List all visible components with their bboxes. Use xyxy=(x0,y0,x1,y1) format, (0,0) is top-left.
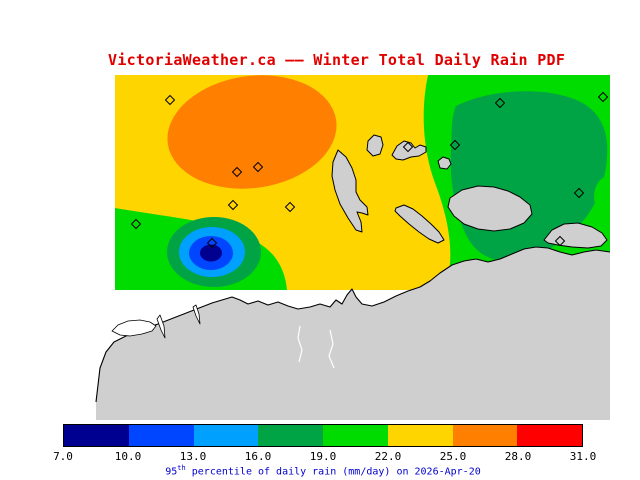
station-marker-diamond xyxy=(130,218,142,230)
station-marker-diamond xyxy=(284,201,296,213)
olympic-peninsula-landmass xyxy=(96,247,610,420)
colorbar-tick-label: 28.0 xyxy=(504,450,532,463)
station-marker-diamond xyxy=(164,94,176,106)
san-juan-island-center xyxy=(447,185,533,232)
colorbar-segment xyxy=(128,425,194,446)
station-marker-diamond xyxy=(449,139,461,151)
san-juan-island-east xyxy=(543,222,608,249)
station-marker-diamond xyxy=(573,187,585,199)
small-islet-a xyxy=(366,134,384,157)
station-marker-diamond xyxy=(227,199,239,211)
river-west xyxy=(297,325,303,363)
colorbar-tick-label: 10.0 xyxy=(114,450,142,463)
colorbar-segments xyxy=(64,425,582,446)
colorbar-tick-label: 13.0 xyxy=(179,450,207,463)
contour-field xyxy=(115,75,610,290)
station-marker-diamond xyxy=(231,166,243,178)
station-marker-diamond xyxy=(402,141,414,153)
caption-text: percentile of daily rain (mm/day) on 202… xyxy=(185,466,481,478)
station-markers xyxy=(130,91,609,249)
colorbar-tick-label: 7.0 xyxy=(53,450,73,463)
river-east xyxy=(328,329,335,369)
caption-superscript: th xyxy=(177,464,186,472)
strait-island xyxy=(111,319,157,337)
station-marker-diamond xyxy=(206,237,218,249)
colorbar-tick-label: 31.0 xyxy=(569,450,597,463)
colorbar xyxy=(63,424,583,447)
colorbar-segment xyxy=(387,425,453,446)
colorbar-segment xyxy=(517,425,582,446)
station-marker-diamond xyxy=(252,161,264,173)
coastal-inlet-west xyxy=(156,314,166,339)
victoria-peninsula xyxy=(331,149,369,233)
land-layer xyxy=(95,134,611,420)
colorbar-segment xyxy=(323,425,388,446)
colorbar-ticks: 7.0 10.0 13.0 16.0 19.0 22.0 25.0 28.0 31.0 xyxy=(53,450,596,463)
san-juan-island-west xyxy=(394,204,445,244)
colorbar-tick-label: 25.0 xyxy=(439,450,467,463)
colorbar-tick-label: 19.0 xyxy=(309,450,337,463)
colorbar-tick-label: 22.0 xyxy=(374,450,402,463)
contour-green-notch-east-19-22 xyxy=(594,176,610,218)
contour-orange-25-28 xyxy=(167,75,337,189)
coastal-inlet-east xyxy=(192,304,201,325)
colorbar-tick-label: 16.0 xyxy=(244,450,272,463)
colorbar-segment xyxy=(193,425,259,446)
colorbar-segment xyxy=(452,425,518,446)
station-marker-diamond xyxy=(494,97,506,109)
caption: 95th percentile of daily rain (mm/day) o… xyxy=(63,464,583,477)
page-title: VictoriaWeather.ca –– Winter Total Daily… xyxy=(108,51,566,69)
station-marker-diamond xyxy=(597,91,609,103)
colorbar-segment xyxy=(258,425,323,446)
caption-number: 95 xyxy=(165,466,178,478)
contour-core-7-10 xyxy=(200,244,222,262)
small-islet-c xyxy=(437,156,452,170)
station-marker-diamond xyxy=(554,235,566,247)
olympic-peninsula-coastline xyxy=(95,246,611,403)
colorbar-segment xyxy=(64,425,129,446)
